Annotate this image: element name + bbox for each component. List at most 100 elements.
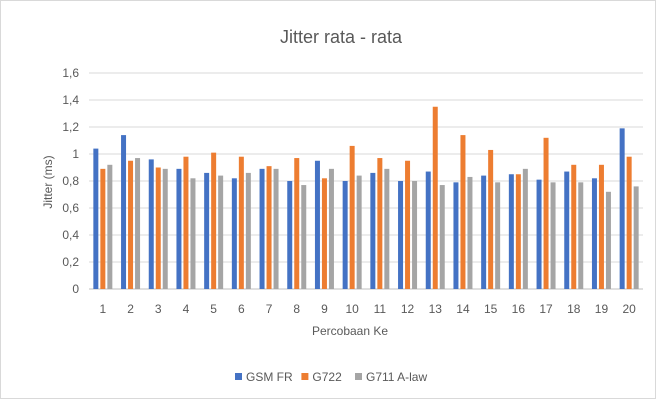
x-tick-label: 12	[401, 302, 415, 316]
bar-g711-a-law	[245, 172, 251, 289]
x-tick-label: 5	[210, 302, 217, 316]
bar-gsm-fr	[93, 148, 99, 289]
bar-g722	[598, 164, 604, 289]
bar-g711-a-law	[273, 168, 279, 289]
bar-gsm-fr	[425, 171, 431, 289]
x-axis-label: Percobaan Ke	[312, 324, 388, 338]
bar-g722	[460, 135, 466, 289]
legend-entry: GSM FR	[246, 370, 293, 384]
x-tick-label: 8	[293, 302, 300, 316]
x-tick-label: 6	[238, 302, 245, 316]
bar-gsm-fr	[259, 168, 265, 289]
x-tick-label: 9	[321, 302, 328, 316]
bar-g722	[266, 166, 272, 289]
bar-g711-a-law	[107, 164, 113, 289]
bar-g711-a-law	[495, 182, 501, 289]
bar-g722	[515, 174, 521, 289]
legend-entry: G711 A-law	[366, 370, 427, 384]
bars	[93, 106, 639, 289]
bar-gsm-fr	[398, 181, 404, 289]
bar-gsm-fr	[591, 178, 597, 289]
bar-g722	[571, 164, 577, 289]
bar-gsm-fr	[287, 181, 293, 289]
bar-gsm-fr	[314, 160, 320, 289]
y-tick-label: 0,6	[62, 201, 79, 215]
bar-gsm-fr	[536, 179, 542, 289]
x-tick-label: 15	[484, 302, 498, 316]
bar-g711-a-law	[578, 182, 584, 289]
bar-g711-a-law	[301, 185, 307, 289]
bar-g711-a-law	[412, 181, 418, 289]
x-tick-label: 2	[127, 302, 134, 316]
y-tick-label: 1	[72, 147, 79, 161]
x-tick-label: 17	[539, 302, 553, 316]
x-tick-label: 3	[155, 302, 162, 316]
bar-gsm-fr	[370, 172, 376, 289]
bar-gsm-fr	[204, 172, 210, 289]
legend: GSM FR G722 G711 A-law	[235, 370, 427, 384]
bar-g722	[626, 156, 632, 289]
bar-g722	[128, 160, 134, 289]
bar-gsm-fr	[176, 168, 182, 289]
bar-g722	[405, 160, 411, 289]
y-tick-label: 0	[72, 282, 79, 296]
bar-g711-a-law	[633, 186, 639, 289]
y-tick-label: 1,4	[62, 93, 79, 107]
bar-gsm-fr	[342, 181, 348, 289]
bar-g722	[488, 149, 494, 289]
bar-g711-a-law	[439, 185, 445, 289]
bar-g711-a-law	[356, 175, 362, 289]
x-tick-label: 14	[456, 302, 470, 316]
bar-g722	[183, 156, 189, 289]
bar-g722	[543, 137, 549, 289]
legend-entry: G722	[312, 370, 342, 384]
bar-gsm-fr	[148, 159, 154, 289]
x-tick-label: 19	[595, 302, 609, 316]
x-tick-label: 1	[100, 302, 107, 316]
bar-g711-a-law	[190, 178, 196, 289]
bar-g722	[349, 145, 355, 289]
x-tick-label: 18	[567, 302, 581, 316]
bar-g722	[432, 106, 438, 289]
bar-g711-a-law	[384, 168, 390, 289]
y-tick-label: 0,2	[62, 255, 79, 269]
legend-swatch	[301, 373, 309, 380]
x-tick-label: 11	[374, 302, 387, 316]
bar-gsm-fr	[453, 182, 459, 289]
y-tick-label: 1,2	[62, 120, 79, 134]
bar-gsm-fr	[508, 174, 514, 289]
bar-gsm-fr	[564, 171, 570, 289]
legend-swatch	[235, 373, 242, 380]
bar-gsm-fr	[121, 135, 127, 289]
y-tick-label: 0,8	[62, 174, 79, 188]
x-tick-label: 13	[429, 302, 443, 316]
x-tick-label: 7	[266, 302, 273, 316]
bar-g711-a-law	[522, 168, 528, 289]
y-tick-label: 1,6	[62, 66, 79, 80]
bar-g711-a-law	[605, 191, 611, 289]
y-axis-ticks: 0 0,2 0,4 0,6 0,8 1 1,2 1,4 1,6	[62, 66, 79, 296]
x-axis-ticks: 1 2 3 4 5 6 7 8 9 10 11 12 13 14 15 16 17 18 19 20	[100, 302, 637, 316]
bar-g711-a-law	[162, 168, 168, 289]
bar-g722	[377, 158, 383, 289]
bar-g711-a-law	[328, 168, 334, 289]
bar-gsm-fr	[231, 178, 237, 289]
y-tick-label: 0,4	[62, 228, 79, 242]
bar-g722	[294, 158, 300, 289]
bar-g711-a-law	[218, 175, 224, 289]
bar-gsm-fr	[481, 175, 487, 289]
gridlines	[89, 72, 643, 290]
bar-g722	[321, 178, 327, 289]
bar-g711-a-law	[135, 158, 141, 289]
y-axis-label: Jitter (ms)	[41, 155, 55, 208]
x-tick-label: 10	[345, 302, 359, 316]
bar-g722	[155, 167, 161, 289]
bar-g711-a-law	[550, 182, 556, 289]
bar-g711-a-law	[467, 176, 473, 289]
bar-g722	[100, 168, 106, 289]
legend-swatch	[355, 373, 362, 380]
bar-gsm-fr	[619, 128, 625, 289]
x-tick-label: 16	[512, 302, 526, 316]
